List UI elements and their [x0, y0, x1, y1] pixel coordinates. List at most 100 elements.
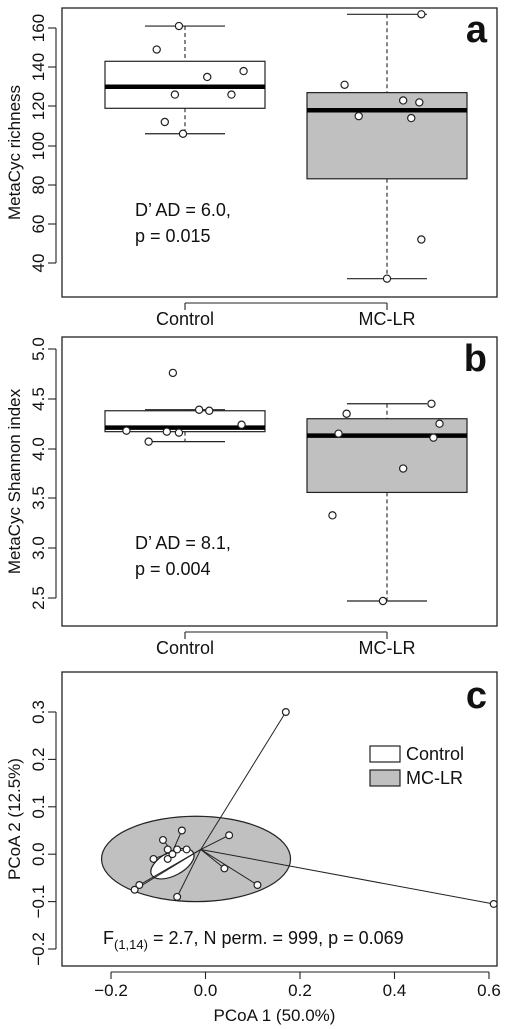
- data-point-mc-lr: [130, 885, 139, 894]
- panel-letter: a: [466, 9, 488, 51]
- data-point-control: [163, 854, 172, 863]
- data-point: [340, 80, 349, 89]
- data-point: [398, 96, 408, 105]
- stat-annotation: D’ AD = 6.0,: [135, 200, 231, 220]
- x-axis-label: PCoA 1 (50.0%): [214, 1006, 336, 1025]
- data-point: [205, 406, 214, 415]
- data-point: [417, 235, 426, 244]
- spider-line: [200, 711, 287, 850]
- data-point: [170, 90, 180, 99]
- legend-swatch: [369, 745, 401, 763]
- data-point: [429, 433, 438, 442]
- data-point: [160, 117, 169, 127]
- plot-frame: [61, 336, 498, 627]
- y-tick-label: 3.5: [29, 486, 48, 510]
- stat-annotation: p = 0.004: [135, 559, 211, 579]
- y-axis-label: MetaCyc Shannon index: [5, 388, 24, 574]
- data-point: [398, 464, 408, 473]
- data-point-control: [168, 850, 177, 859]
- data-point-mc-lr: [281, 707, 290, 716]
- stat-annotation: F(1,14) = 2.7, N perm. = 999, p = 0.069: [103, 928, 404, 952]
- data-point: [174, 21, 184, 31]
- data-point: [178, 129, 188, 138]
- data-point: [407, 113, 416, 123]
- y-tick-label: 5.0: [29, 337, 48, 361]
- x-tick-label: 0.4: [383, 981, 407, 1000]
- stat-annotation: p = 0.015: [135, 226, 211, 246]
- y-tick-label: 80: [29, 176, 48, 195]
- x-tick-label: 0.2: [288, 981, 312, 1000]
- data-point: [194, 405, 204, 414]
- y-tick-label: 100: [29, 132, 48, 160]
- spider-line: [200, 849, 258, 886]
- data-point: [417, 10, 426, 19]
- data-point: [203, 72, 212, 82]
- data-point: [382, 274, 392, 283]
- stat-annotation: D’ AD = 8.1,: [135, 533, 231, 553]
- data-point: [328, 511, 337, 520]
- data-point-mc-lr: [173, 892, 182, 901]
- data-point-control: [149, 854, 158, 863]
- x-tick-label: Control: [156, 309, 214, 329]
- y-tick-label: 2.5: [29, 586, 48, 610]
- data-point-control: [182, 845, 191, 854]
- box-mc-lr: [306, 92, 468, 180]
- stat-annotation-subscript: (1,14): [114, 937, 148, 952]
- x-tick-label: MC-LR: [359, 309, 416, 329]
- data-point: [168, 368, 178, 378]
- legend-swatch: [369, 769, 401, 787]
- data-point: [334, 429, 343, 438]
- data-point-control: [173, 845, 182, 854]
- spider-line: [176, 849, 202, 898]
- plot-frame: [61, 671, 498, 967]
- spider-line: [200, 849, 225, 869]
- data-point: [122, 426, 131, 435]
- data-point: [162, 427, 172, 436]
- data-point: [144, 437, 153, 446]
- data-point-mc-lr: [489, 899, 498, 908]
- panel-letter: b: [464, 338, 487, 380]
- x-tick-label: −0.2: [94, 981, 128, 1000]
- y-tick-label: −0.1: [29, 885, 48, 919]
- data-point-control: [163, 845, 172, 854]
- x-tick-label: 0.0: [194, 981, 218, 1000]
- legend-label: Control: [406, 744, 464, 764]
- x-tick-label: MC-LR: [359, 638, 416, 658]
- y-tick-label: 3.0: [29, 536, 48, 560]
- y-tick-label: 120: [29, 92, 48, 120]
- y-tick-label: 40: [29, 254, 48, 273]
- y-tick-label: −0.2: [29, 932, 48, 966]
- data-point: [174, 428, 184, 437]
- data-point: [435, 419, 444, 428]
- stat-annotation-rest: = 2.7, N perm. = 999, p = 0.069: [148, 928, 404, 948]
- data-point-control: [177, 826, 186, 835]
- data-point: [239, 66, 248, 76]
- data-point: [152, 45, 161, 54]
- spider-line: [134, 849, 202, 891]
- data-point: [237, 420, 246, 429]
- y-axis-label: PCoA 2 (12.5%): [5, 758, 24, 880]
- spider-line: [200, 848, 494, 905]
- data-point-control: [158, 835, 167, 844]
- data-point: [415, 98, 424, 107]
- y-tick-label: 60: [29, 215, 48, 234]
- x-tick-label: Control: [156, 638, 214, 658]
- stat-annotation-prefix: F: [103, 928, 114, 948]
- x-tick-label: 0.6: [477, 981, 501, 1000]
- data-point: [227, 90, 236, 99]
- data-point: [378, 596, 388, 606]
- plot-frame: [61, 7, 498, 298]
- data-point-mc-lr: [253, 881, 262, 890]
- data-point-mc-lr: [225, 831, 234, 840]
- legend-label: MC-LR: [406, 768, 463, 788]
- y-tick-label: 4.0: [29, 437, 48, 461]
- y-tick-label: 0.0: [29, 842, 48, 866]
- data-point: [342, 409, 351, 418]
- y-tick-label: 140: [29, 53, 48, 81]
- data-point: [427, 399, 436, 408]
- y-tick-label: 160: [29, 14, 48, 42]
- y-tick-label: 4.5: [29, 387, 48, 411]
- panel-letter: c: [466, 675, 487, 717]
- data-point-mc-lr: [220, 864, 229, 873]
